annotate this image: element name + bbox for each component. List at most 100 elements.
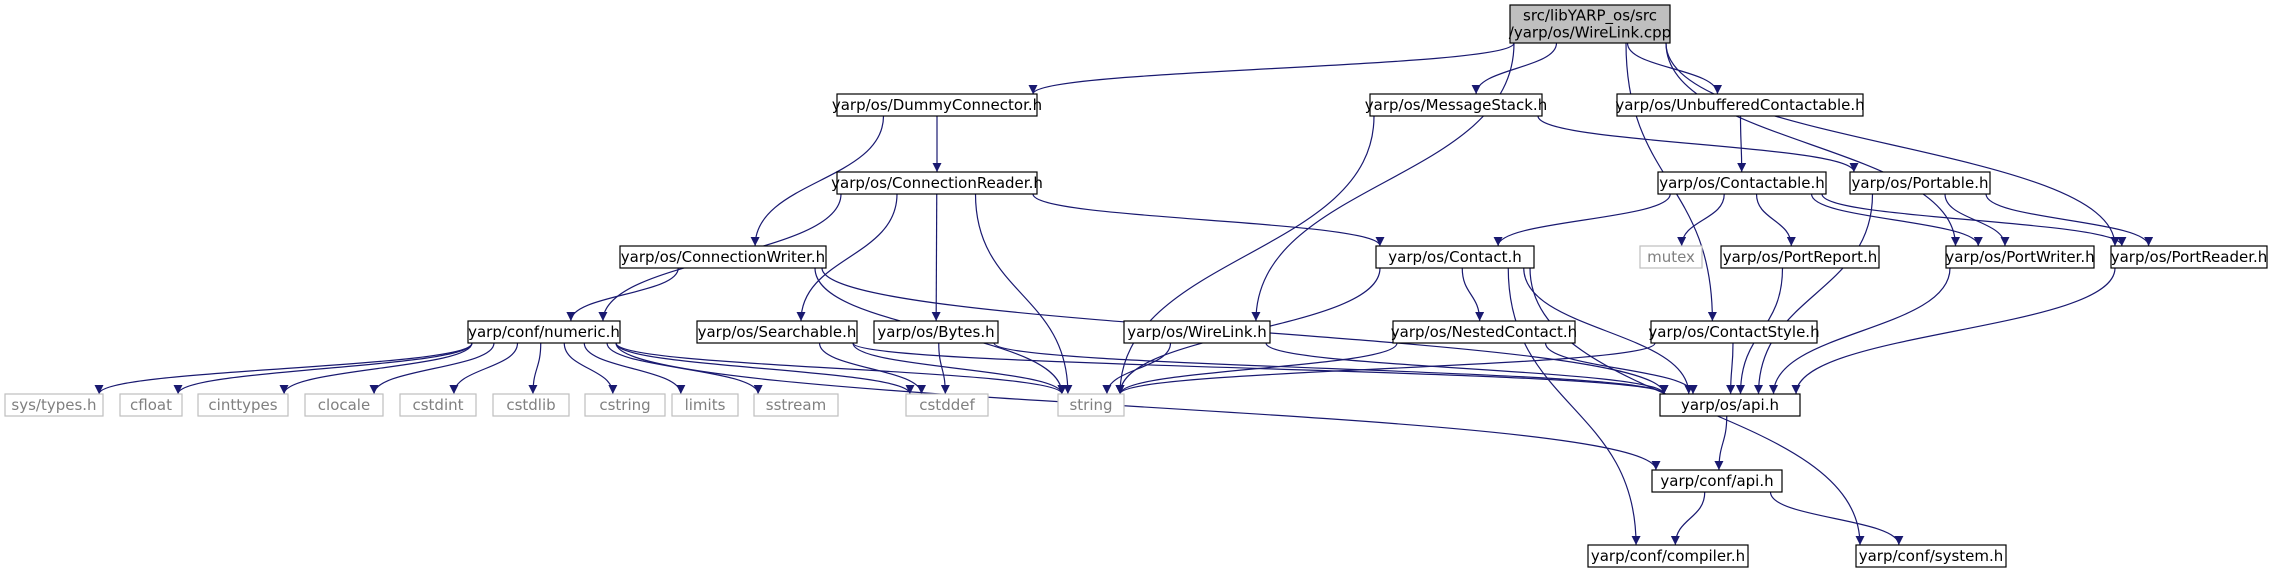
node-compiler[interactable]: yarp/conf/compiler.h — [1587, 544, 1749, 568]
edge-searchable-to-cstddef — [818, 342, 926, 395]
node-confapi[interactable]: yarp/conf/api.h — [1651, 469, 1783, 493]
edge-root-to-wirelink — [1251, 42, 1515, 322]
node-cfloat: cfloat — [119, 393, 183, 417]
node-searchable[interactable]: yarp/os/Searchable.h — [696, 320, 858, 344]
edge-contactstyle-to-string — [1115, 342, 1656, 395]
node-portreport[interactable]: yarp/os/PortReport.h — [1720, 245, 1880, 269]
node-label: yarp/os/ContactStyle.h — [1648, 323, 1819, 341]
node-label: yarp/os/ConnectionWriter.h — [621, 248, 825, 266]
node-msgstack[interactable]: yarp/os/MessageStack.h — [1365, 93, 1547, 117]
node-connwriter[interactable]: yarp/os/ConnectionWriter.h — [619, 245, 827, 269]
node-cinttypes: cinttypes — [197, 393, 289, 417]
node-numeric[interactable]: yarp/conf/numeric.h — [467, 320, 621, 344]
edge-contactstyle-to-osapi — [1726, 342, 1736, 395]
edge-msgstack-to-string — [1115, 115, 1375, 395]
edge-nested-to-osapi — [1544, 342, 1698, 395]
node-connreader[interactable]: yarp/os/ConnectionReader.h — [831, 171, 1043, 195]
node-cstdint: cstdint — [399, 393, 477, 417]
node-contactable[interactable]: yarp/os/Contactable.h — [1657, 171, 1827, 195]
node-osapi[interactable]: yarp/os/api.h — [1659, 393, 1801, 417]
edge-contactable-to-contact — [1493, 193, 1671, 247]
edges-layer — [94, 42, 2154, 546]
node-box — [1369, 93, 1543, 117]
edge-connwriter-to-numeric — [566, 267, 679, 322]
node-box — [304, 393, 384, 417]
edge-portable-to-osapi — [1754, 193, 1874, 395]
node-label: yarp/os/PortWriter.h — [1945, 248, 2094, 266]
node-box — [619, 245, 827, 269]
node-box — [1375, 245, 1535, 269]
node-box — [197, 393, 289, 417]
node-box — [492, 393, 570, 417]
node-limits: limits — [671, 393, 739, 417]
edge-contactable-to-portreader — [1821, 193, 2127, 247]
node-label: string — [1069, 396, 1112, 414]
edge-contactable-to-portwriter — [1810, 193, 1983, 247]
node-wirelink[interactable]: yarp/os/WireLink.h — [1123, 320, 1271, 344]
edge-numeric-to-string — [615, 342, 1067, 395]
node-label: sys/types.h — [11, 396, 96, 414]
node-label: cstddef — [919, 396, 975, 414]
node-label: sstream — [766, 396, 826, 414]
node-label: yarp/os/PortReport.h — [1723, 248, 1878, 266]
node-portwriter[interactable]: yarp/os/PortWriter.h — [1945, 245, 2095, 269]
edge-contactable-to-mutex — [1677, 193, 1725, 247]
node-box — [696, 320, 858, 344]
node-bytes[interactable]: yarp/os/Bytes.h — [873, 320, 999, 344]
node-label: cstdint — [412, 396, 463, 414]
edge-unbuf-to-contactable — [1737, 115, 1747, 173]
node-label: yarp/os/MessageStack.h — [1365, 96, 1547, 114]
node-contactstyle[interactable]: yarp/os/ContactStyle.h — [1648, 320, 1820, 344]
node-system[interactable]: yarp/conf/system.h — [1855, 544, 2007, 568]
node-box — [584, 393, 666, 417]
node-label: yarp/os/Searchable.h — [698, 323, 857, 341]
node-label: mutex — [1647, 248, 1695, 266]
node-label: yarp/os/NestedContact.h — [1391, 323, 1577, 341]
node-box — [1720, 245, 1880, 269]
node-string: string — [1057, 393, 1125, 417]
node-box — [1392, 320, 1576, 344]
node-label: yarp/os/Bytes.h — [877, 323, 994, 341]
node-unbuf[interactable]: yarp/os/UnbufferedContactable.h — [1615, 93, 1865, 117]
edge-searchable-to-string — [852, 342, 1067, 395]
node-contact[interactable]: yarp/os/Contact.h — [1375, 245, 1535, 269]
node-box — [467, 320, 621, 344]
node-systypes: sys/types.h — [4, 393, 104, 417]
nodes-layer: src/libYARP_os/src/yarp/os/WireLink.cppy… — [4, 4, 2268, 568]
node-box — [1849, 171, 1991, 195]
node-cstdlib: cstdlib — [492, 393, 570, 417]
node-box — [119, 393, 183, 417]
node-box — [4, 393, 104, 417]
node-box — [1123, 320, 1271, 344]
node-clocale: clocale — [304, 393, 384, 417]
node-sstream: sstream — [753, 393, 839, 417]
edge-connreader-to-searchable — [796, 193, 898, 322]
node-box — [1651, 469, 1783, 493]
edge-contactable-to-portreport — [1755, 193, 1796, 247]
node-label: /yarp/os/WireLink.cpp — [1509, 24, 1671, 42]
node-cstring: cstring — [584, 393, 666, 417]
node-box — [753, 393, 839, 417]
node-box — [836, 171, 1038, 195]
edge-connreader-to-contact — [1032, 193, 1385, 247]
edge-root-to-msgstack — [1471, 42, 1558, 95]
edge-numeric-to-limits — [583, 342, 686, 395]
node-label: cfloat — [130, 396, 172, 414]
node-label: clocale — [318, 396, 370, 414]
node-box — [1659, 393, 1801, 417]
node-box — [1855, 544, 2007, 568]
node-portreader[interactable]: yarp/os/PortReader.h — [2110, 245, 2268, 269]
node-nested[interactable]: yarp/os/NestedContact.h — [1391, 320, 1577, 344]
node-label: yarp/os/WireLink.h — [1127, 323, 1267, 341]
node-box — [2110, 245, 2268, 269]
node-label: cstdlib — [506, 396, 555, 414]
node-portable[interactable]: yarp/os/Portable.h — [1849, 171, 1991, 195]
node-label: yarp/os/Portable.h — [1852, 174, 1989, 192]
node-label: yarp/conf/api.h — [1660, 472, 1773, 490]
node-box — [1616, 93, 1864, 117]
node-dummy[interactable]: yarp/os/DummyConnector.h — [832, 93, 1042, 117]
node-box — [1587, 544, 1749, 568]
edge-numeric-to-cstddef — [615, 342, 915, 395]
edge-msgstack-to-portable — [1537, 115, 1859, 173]
